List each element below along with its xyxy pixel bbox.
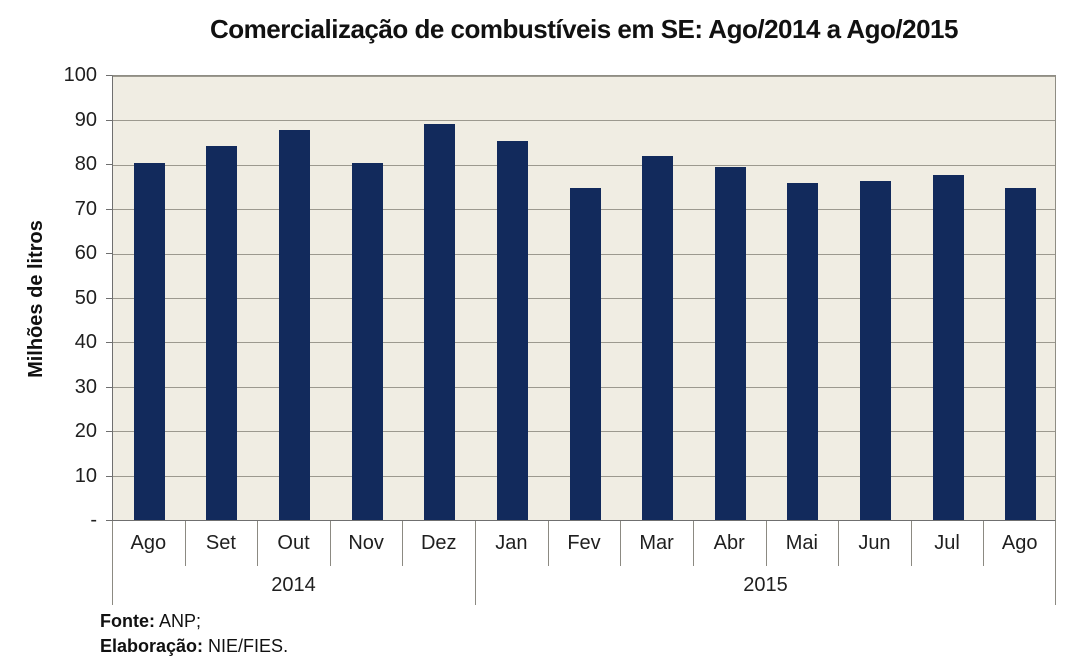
bar-fev-6 xyxy=(569,187,601,520)
x-group-label-2015: 2015 xyxy=(743,574,788,596)
gridline xyxy=(113,76,1055,77)
y-tick-mark xyxy=(106,475,112,477)
month-separator xyxy=(547,521,549,566)
y-tick-label: 70 xyxy=(74,197,97,220)
group-separator xyxy=(1055,521,1056,605)
y-tick-mark xyxy=(106,119,112,121)
y-tick-mark xyxy=(106,431,112,432)
y-tick-label: 20 xyxy=(74,420,97,442)
x-tick-label-abr-8: Abr xyxy=(713,532,745,554)
group-separator xyxy=(112,521,113,605)
x-tick-label-set-1: Set xyxy=(205,532,236,554)
bar-mar-7 xyxy=(642,155,674,520)
x-tick-label-out-2: Out xyxy=(277,532,310,554)
chart-title: Comercialização de combustíveis em SE: A… xyxy=(210,14,958,44)
month-separator xyxy=(765,521,767,566)
bar-jun-10 xyxy=(859,180,891,520)
month-separator xyxy=(910,521,912,566)
month-separator xyxy=(838,521,840,566)
x-group-label-2014: 2014 xyxy=(271,574,316,596)
y-tick-mark xyxy=(106,342,112,343)
gridline xyxy=(113,120,1055,122)
x-tick-label-ago-0: Ago xyxy=(130,532,167,554)
gridline xyxy=(113,164,1055,166)
y-tick-mark xyxy=(106,75,112,76)
group-separator xyxy=(475,521,477,605)
y-tick-label: 30 xyxy=(74,375,97,398)
month-separator xyxy=(983,521,985,566)
month-separator xyxy=(402,521,404,566)
x-tick-label-nov-3: Nov xyxy=(348,532,384,554)
month-separator xyxy=(184,521,186,566)
y-tick-label: 90 xyxy=(74,108,97,131)
y-tick-label: - xyxy=(90,509,97,531)
footer-elaboration-label: Elaboração: xyxy=(100,636,204,656)
footer-elaboration-value: NIE/FIES. xyxy=(203,636,289,656)
y-tick-label: 50 xyxy=(74,286,97,309)
y-tick-mark xyxy=(106,386,112,388)
x-tick-label-jul-11: Jul xyxy=(934,532,960,554)
x-tick-label-dez-4: Dez xyxy=(420,532,457,554)
bar-abr-8 xyxy=(714,167,746,520)
month-separator xyxy=(329,521,331,566)
y-tick-mark xyxy=(106,297,112,299)
footer-source-line: Fonte: ANP; xyxy=(100,609,201,634)
plot-area xyxy=(112,75,1056,521)
bar-ago-0 xyxy=(133,162,165,520)
x-tick-label-jan-5: Jan xyxy=(495,532,528,554)
bar-jul-11 xyxy=(932,175,964,520)
month-separator xyxy=(692,521,694,566)
bar-ago-12 xyxy=(1005,187,1037,520)
y-tick-mark xyxy=(106,208,112,210)
y-tick-mark xyxy=(106,164,112,165)
x-tick-label-mai-9: Mai xyxy=(785,532,818,554)
month-separator xyxy=(257,521,259,566)
bar-dez-4 xyxy=(424,123,456,520)
footer-source-label: Fonte: xyxy=(100,611,155,631)
x-tick-label-ago-12: Ago xyxy=(1001,532,1038,554)
y-tick-mark xyxy=(106,253,112,254)
bar-out-2 xyxy=(279,129,311,520)
footer-elaboration-line: Elaboração: NIE/FIES. xyxy=(100,634,288,659)
y-tick-label: 10 xyxy=(74,464,97,487)
y-tick-label: 80 xyxy=(74,153,97,175)
x-tick-label-jun-10: Jun xyxy=(858,532,891,554)
bar-nov-3 xyxy=(351,162,383,520)
y-tick-mark xyxy=(106,520,112,521)
bar-set-1 xyxy=(206,145,238,520)
y-tick-label: 100 xyxy=(63,64,97,86)
x-tick-label-mar-7: Mar xyxy=(639,532,674,554)
x-axis: Ago Set Out Nov Dez Jan Fev Mar Abr Mai Jun Jul Ago 2… xyxy=(112,521,1056,605)
y-tick-label: 40 xyxy=(74,331,97,353)
y-tick-label: 60 xyxy=(74,242,97,264)
bar-jan-5 xyxy=(496,140,528,520)
bar-mai-9 xyxy=(787,183,819,520)
footer-source-value: ANP; xyxy=(154,611,202,631)
month-separator xyxy=(620,521,622,566)
x-tick-label-fev-6: Fev xyxy=(567,532,601,554)
